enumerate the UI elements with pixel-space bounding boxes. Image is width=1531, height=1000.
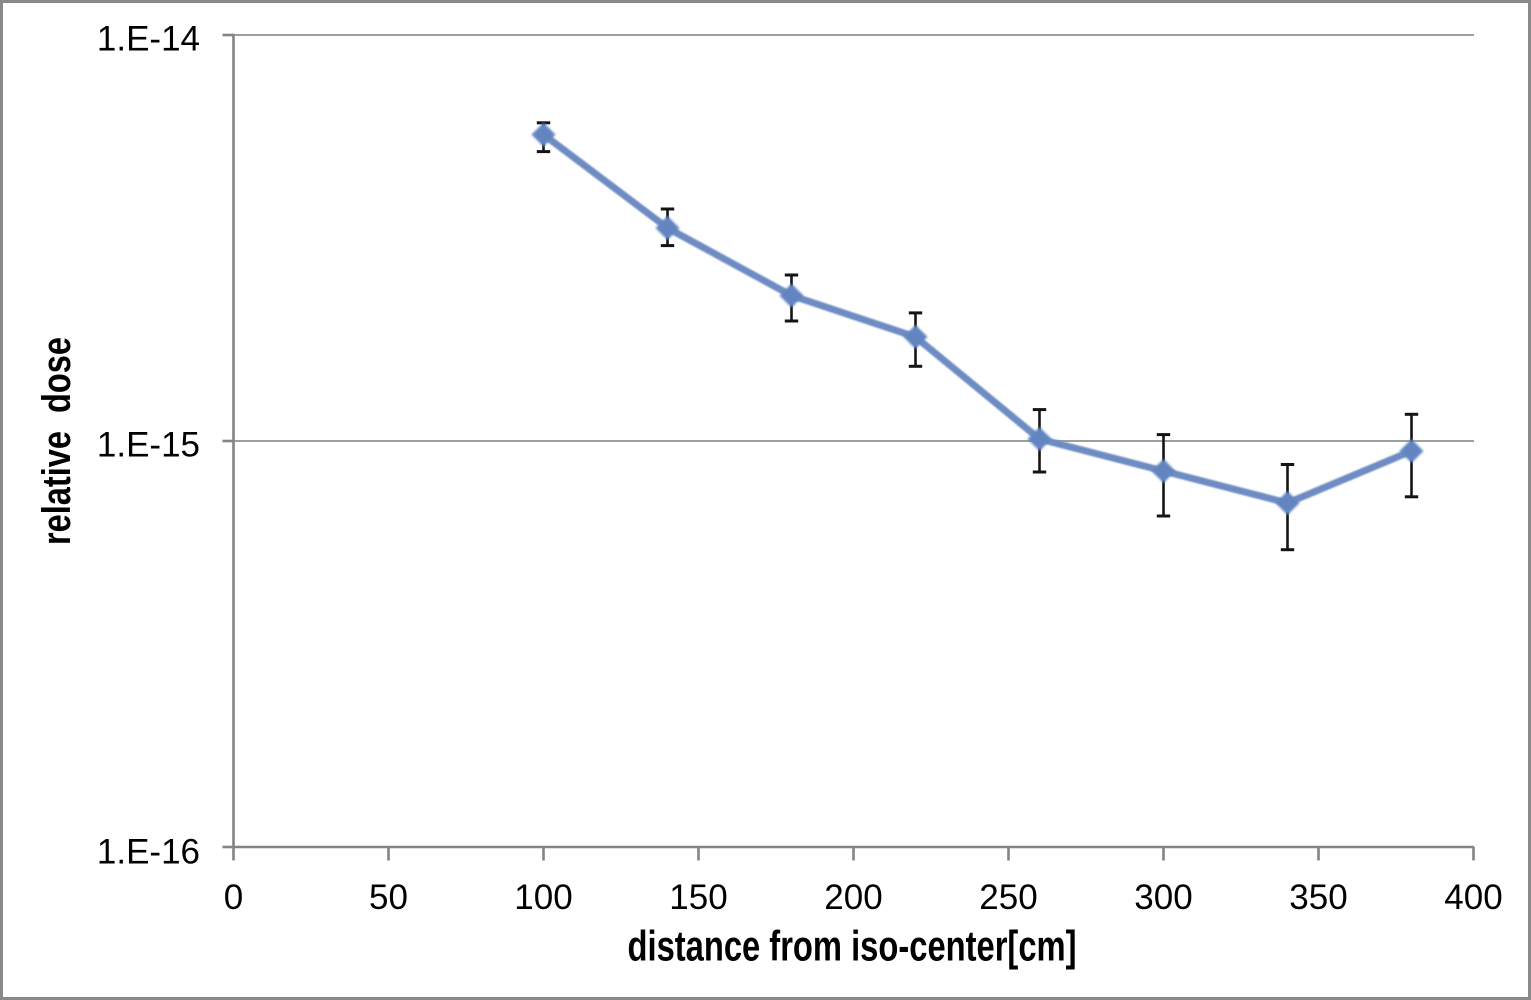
svg-text:150: 150 xyxy=(669,878,727,917)
svg-text:200: 200 xyxy=(824,878,882,917)
svg-text:300: 300 xyxy=(1134,878,1192,917)
svg-text:1.E-15: 1.E-15 xyxy=(97,426,200,465)
svg-text:350: 350 xyxy=(1289,878,1347,917)
svg-text:relative dose: relative dose xyxy=(35,337,79,545)
svg-text:250: 250 xyxy=(979,878,1037,917)
svg-text:1.E-16: 1.E-16 xyxy=(97,833,200,872)
svg-text:100: 100 xyxy=(514,878,572,917)
svg-text:400: 400 xyxy=(1444,878,1502,917)
svg-text:distance from iso-center[cm]: distance from iso-center[cm] xyxy=(628,923,1077,971)
svg-text:1.E-14: 1.E-14 xyxy=(97,20,200,59)
svg-text:50: 50 xyxy=(369,878,408,917)
svg-text:0: 0 xyxy=(224,878,243,917)
